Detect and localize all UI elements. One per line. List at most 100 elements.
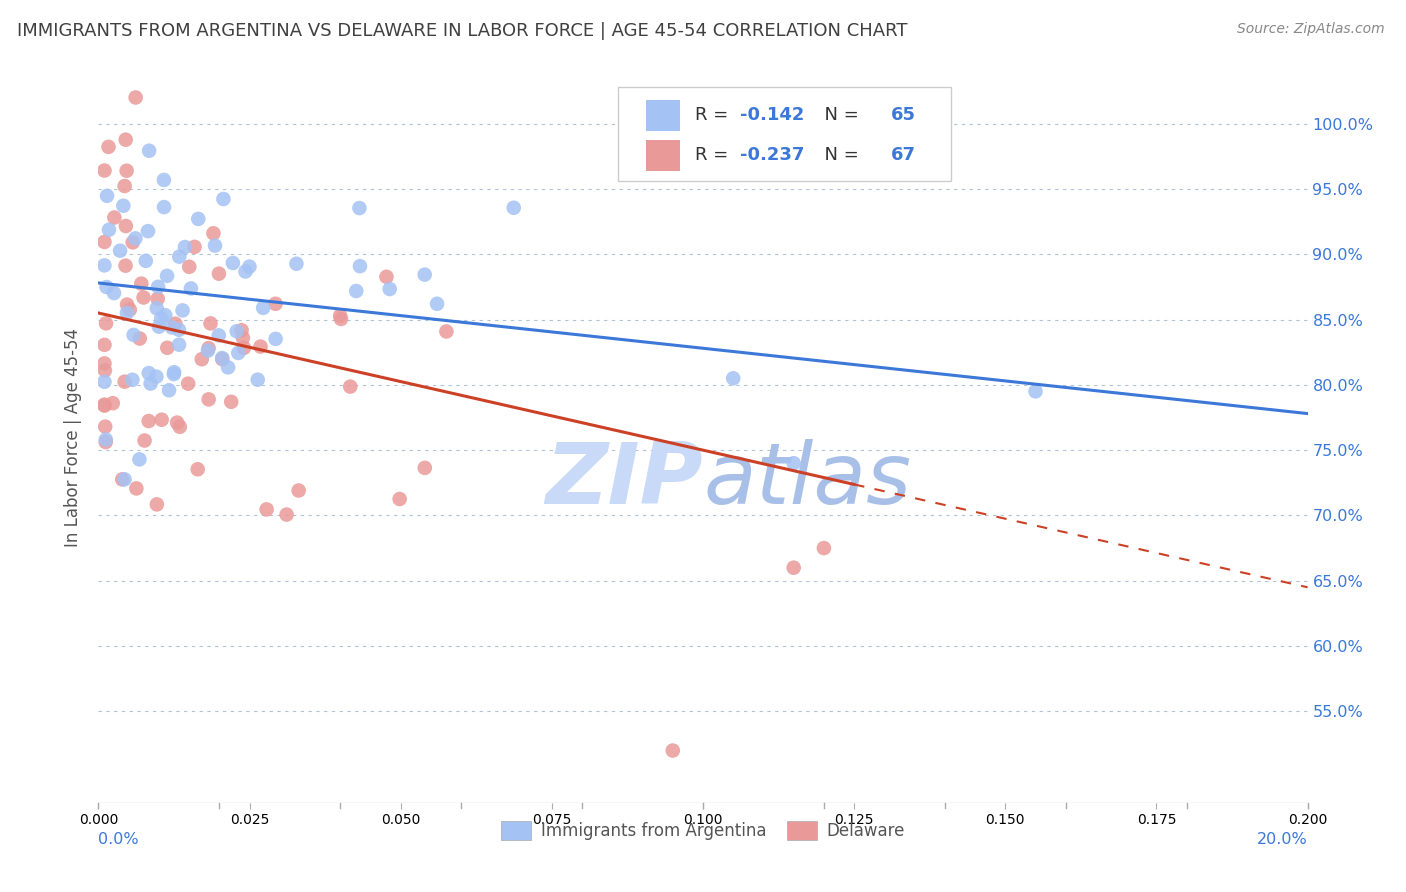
Point <box>256 502 278 516</box>
Point <box>1024 384 1046 399</box>
Point <box>115 298 138 312</box>
Point <box>124 90 146 104</box>
Point <box>502 201 524 215</box>
Point <box>434 325 457 339</box>
Point <box>330 312 353 326</box>
Point <box>180 281 202 295</box>
Point <box>276 508 298 522</box>
Point <box>155 308 177 322</box>
Point <box>118 302 141 317</box>
Point <box>167 337 190 351</box>
Point <box>661 743 683 757</box>
Point <box>285 257 308 271</box>
Point <box>121 373 143 387</box>
Point <box>187 211 209 226</box>
Point <box>115 219 138 233</box>
Point <box>212 192 235 206</box>
Text: R =: R = <box>695 106 734 125</box>
Point <box>96 189 118 203</box>
Point <box>246 373 269 387</box>
Point <box>264 297 287 311</box>
Point <box>349 259 371 273</box>
Point <box>235 264 257 278</box>
Point <box>413 461 436 475</box>
Point <box>200 317 222 331</box>
Point <box>163 365 186 379</box>
Text: N =: N = <box>813 146 865 164</box>
FancyBboxPatch shape <box>619 87 950 181</box>
Point <box>232 341 254 355</box>
Point <box>93 235 115 249</box>
Point <box>138 144 160 158</box>
Point <box>103 286 125 301</box>
Point <box>93 163 115 178</box>
Point <box>208 267 231 281</box>
Point <box>249 340 271 354</box>
Point <box>231 323 253 337</box>
Point <box>378 282 401 296</box>
Point <box>813 541 835 555</box>
Point <box>153 200 176 214</box>
Point <box>783 456 806 470</box>
Point <box>121 235 143 250</box>
Point <box>211 351 233 365</box>
Point <box>114 472 136 486</box>
Point <box>197 341 219 355</box>
Point <box>145 301 167 316</box>
Point <box>96 280 118 294</box>
Point <box>146 292 169 306</box>
Point <box>238 260 260 274</box>
Point <box>329 309 352 323</box>
Point <box>136 224 159 238</box>
Bar <box>647 140 681 170</box>
Point <box>131 277 153 291</box>
Point <box>114 375 136 389</box>
Point <box>146 280 169 294</box>
Point <box>169 250 191 264</box>
Point <box>232 331 254 345</box>
Text: 67: 67 <box>890 146 915 164</box>
Point <box>115 163 138 178</box>
Point <box>93 356 115 370</box>
Point <box>222 256 245 270</box>
Point <box>122 327 145 342</box>
Point <box>157 384 180 398</box>
Point <box>349 201 371 215</box>
Point <box>179 260 201 274</box>
Point <box>219 394 242 409</box>
Point <box>177 376 200 391</box>
Point <box>172 303 194 318</box>
Text: atlas: atlas <box>703 440 911 523</box>
Point <box>413 268 436 282</box>
Point <box>252 301 274 315</box>
Point <box>783 560 806 574</box>
Point <box>226 346 249 360</box>
Point <box>124 231 146 245</box>
Point <box>128 452 150 467</box>
Point <box>339 379 361 393</box>
Point <box>388 491 411 506</box>
Point <box>202 227 225 241</box>
Point <box>148 319 170 334</box>
Point <box>128 332 150 346</box>
Point <box>167 323 190 337</box>
Point <box>103 211 125 225</box>
Point <box>150 311 173 326</box>
Point <box>426 297 449 311</box>
Point <box>132 291 155 305</box>
Point <box>138 414 160 428</box>
Point <box>150 413 173 427</box>
Point <box>211 352 233 367</box>
Point <box>156 341 179 355</box>
Point <box>166 416 188 430</box>
Point <box>97 140 120 154</box>
Y-axis label: In Labor Force | Age 45-54: In Labor Force | Age 45-54 <box>65 327 83 547</box>
Point <box>344 284 367 298</box>
Text: 20.0%: 20.0% <box>1257 831 1308 847</box>
Text: Source: ZipAtlas.com: Source: ZipAtlas.com <box>1237 22 1385 37</box>
Point <box>114 133 136 147</box>
Point <box>93 398 115 412</box>
Point <box>153 173 176 187</box>
Point <box>135 253 157 268</box>
Point <box>94 433 117 447</box>
